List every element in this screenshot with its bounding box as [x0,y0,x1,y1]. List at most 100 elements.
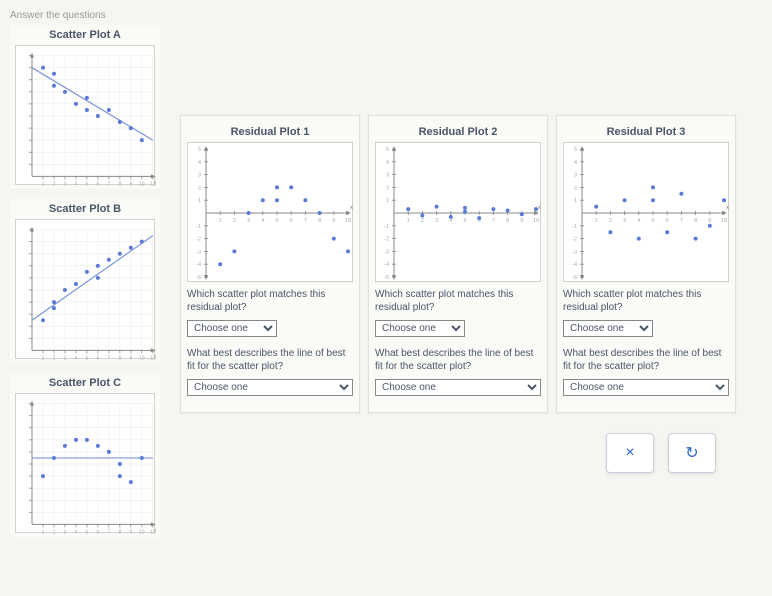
residual-2-fit-select[interactable]: Choose one [375,379,541,396]
svg-text:x: x [155,354,156,360]
svg-text:7: 7 [107,355,110,360]
residual-3-fit-select[interactable]: Choose one [563,379,729,396]
svg-text:-2: -2 [196,237,201,243]
svg-text:2: 2 [609,218,612,224]
svg-text:9: 9 [520,218,523,224]
svg-text:1: 1 [42,355,45,360]
svg-text:2: 2 [574,185,577,191]
svg-text:9: 9 [332,218,335,224]
svg-text:3: 3 [623,218,626,224]
svg-text:9: 9 [708,218,711,224]
scatter-plot-b-card: Scatter Plot B 1234567891011x [10,199,160,363]
svg-text:5: 5 [86,529,89,534]
residual-2-title: Residual Plot 2 [375,122,541,142]
svg-text:3: 3 [198,173,201,179]
residual-1-fit-select[interactable]: Choose one [187,379,353,396]
svg-text:5: 5 [86,355,89,360]
svg-text:5: 5 [386,147,389,153]
svg-text:5: 5 [574,147,577,153]
svg-text:8: 8 [118,529,121,534]
svg-text:8: 8 [318,218,321,224]
svg-text:3: 3 [64,355,67,360]
svg-text:8: 8 [694,218,697,224]
svg-text:7: 7 [492,218,495,224]
svg-text:5: 5 [198,147,201,153]
reset-button[interactable]: ↻ [668,433,716,473]
svg-text:2: 2 [53,181,56,186]
svg-text:3: 3 [64,529,67,534]
svg-text:10: 10 [139,355,145,360]
residual-2-q1: Which scatter plot matches this residual… [375,288,541,314]
reset-icon: ↻ [685,443,698,463]
svg-text:8: 8 [506,218,509,224]
residual-3-chart: 12345678910-5-4-3-2-112345x [563,142,729,282]
svg-text:3: 3 [64,181,67,186]
svg-text:3: 3 [435,218,438,224]
svg-text:x: x [538,205,541,211]
svg-text:6: 6 [97,529,100,534]
residual-2-chart: 12345678910-5-4-3-2-112345x [375,142,541,282]
svg-text:-2: -2 [572,237,577,243]
svg-text:-2: -2 [384,237,389,243]
svg-text:1: 1 [595,218,598,224]
bottom-buttons: × ↻ [180,433,736,473]
svg-text:2: 2 [53,529,56,534]
svg-text:-1: -1 [384,224,389,230]
svg-text:x: x [726,205,729,211]
svg-text:4: 4 [75,529,78,534]
svg-text:-1: -1 [196,224,201,230]
svg-text:7: 7 [107,529,110,534]
svg-text:5: 5 [463,218,466,224]
scatter-column: Scatter Plot A 1234567891011x Scatter Pl… [10,25,160,537]
svg-text:2: 2 [421,218,424,224]
residual-3-match-select[interactable]: Choose one [563,320,653,337]
svg-text:4: 4 [386,160,389,166]
svg-text:3: 3 [386,173,389,179]
svg-text:2: 2 [386,185,389,191]
svg-text:6: 6 [666,218,669,224]
svg-text:10: 10 [139,181,145,186]
close-icon: × [625,444,634,462]
svg-text:6: 6 [97,181,100,186]
residual-1-q1: Which scatter plot matches this residual… [187,288,353,314]
svg-text:5: 5 [275,218,278,224]
residual-1-match-select[interactable]: Choose one [187,320,277,337]
svg-text:1: 1 [42,181,45,186]
close-button[interactable]: × [606,433,654,473]
svg-text:9: 9 [129,181,132,186]
svg-text:4: 4 [261,218,264,224]
svg-text:5: 5 [651,218,654,224]
residual-1-chart: 12345678910-5-4-3-2-112345x [187,142,353,282]
svg-text:1: 1 [198,198,201,204]
residual-2-match-select[interactable]: Choose one [375,320,465,337]
svg-text:8: 8 [118,355,121,360]
svg-text:x: x [155,180,156,186]
svg-text:-4: -4 [572,262,577,268]
svg-text:-3: -3 [196,249,201,255]
scatter-plot-c-card: Scatter Plot C 1234567891011x [10,373,160,537]
svg-text:10: 10 [533,218,539,224]
svg-text:4: 4 [449,218,452,224]
svg-text:1: 1 [219,218,222,224]
svg-text:1: 1 [42,529,45,534]
svg-text:-3: -3 [384,249,389,255]
residual-card-3: Residual Plot 3 12345678910-5-4-3-2-1123… [556,115,736,413]
scatter-plot-a-card: Scatter Plot A 1234567891011x [10,25,160,189]
svg-text:9: 9 [129,529,132,534]
scatter-a-chart: 1234567891011x [15,45,155,185]
page-header: Answer the questions [10,10,762,21]
svg-text:6: 6 [290,218,293,224]
residual-card-2: Residual Plot 2 12345678910-5-4-3-2-1123… [368,115,548,413]
svg-text:-4: -4 [384,262,389,268]
scatter-c-chart: 1234567891011x [15,393,155,533]
svg-text:2: 2 [198,185,201,191]
residual-row: Residual Plot 1 12345678910-5-4-3-2-1123… [180,115,736,413]
residual-3-q2: What best describes the line of best fit… [563,347,729,373]
scatter-b-chart: 1234567891011x [15,219,155,359]
svg-text:-5: -5 [384,275,389,281]
svg-text:4: 4 [637,218,640,224]
svg-text:10: 10 [345,218,351,224]
svg-text:8: 8 [118,181,121,186]
scatter-b-title: Scatter Plot B [10,199,160,219]
svg-text:x: x [155,528,156,534]
